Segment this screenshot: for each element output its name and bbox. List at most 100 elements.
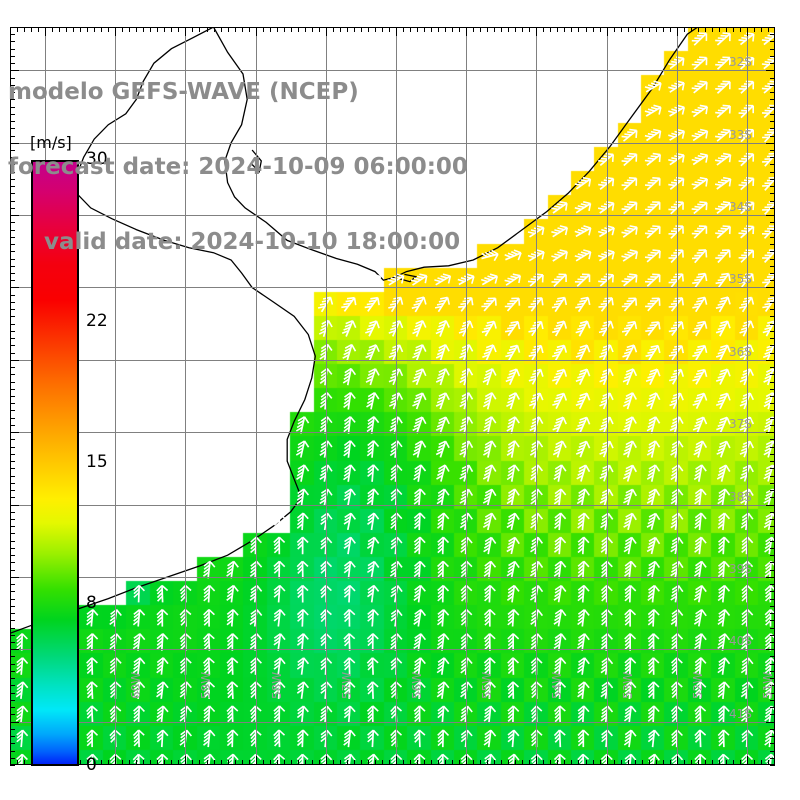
tick-minor xyxy=(10,84,15,86)
tick-minor xyxy=(199,760,201,765)
tick-minor xyxy=(367,760,369,765)
tick-minor xyxy=(536,27,538,32)
tick-minor xyxy=(564,760,566,765)
tick-minor xyxy=(80,27,82,32)
colorbar[interactable] xyxy=(31,160,79,766)
tick-minor xyxy=(10,92,15,94)
tick-minor xyxy=(648,27,650,32)
tick-minor xyxy=(770,642,775,643)
tick-minor xyxy=(10,533,15,535)
tick-minor xyxy=(10,34,15,36)
tick-minor xyxy=(129,760,131,765)
tick-minor xyxy=(10,627,15,629)
tick-minor xyxy=(164,27,166,32)
tick-minor xyxy=(753,27,755,32)
tick-minor xyxy=(403,27,405,32)
tick-minor xyxy=(10,613,15,615)
tick-minor xyxy=(332,27,334,32)
tick-minor xyxy=(770,692,775,694)
tick-minor xyxy=(641,27,643,32)
tick-minor xyxy=(73,27,75,32)
tick-minor xyxy=(171,760,173,765)
tick-minor xyxy=(770,699,775,701)
tick-minor xyxy=(417,760,419,765)
gridline-lon xyxy=(115,27,117,765)
tick-minor xyxy=(459,27,461,32)
colorbar-tick-label: 15 xyxy=(86,452,108,472)
axis-label-lon: 58W xyxy=(269,671,284,699)
gridline-lat xyxy=(10,359,775,361)
tick-minor xyxy=(10,417,15,419)
tick-minor xyxy=(45,27,47,32)
tick-minor xyxy=(770,142,775,144)
tick-minor xyxy=(732,760,734,765)
tick-minor xyxy=(732,27,734,32)
tick-minor xyxy=(10,685,15,687)
tick-minor xyxy=(739,27,741,32)
tick-minor xyxy=(136,760,138,765)
tick-minor xyxy=(10,323,15,325)
axis-label-lon: 60W xyxy=(129,671,144,699)
map-plot-area[interactable] xyxy=(10,27,775,765)
tick-minor xyxy=(571,760,573,765)
tick-minor xyxy=(10,482,15,484)
tick-minor xyxy=(599,27,601,32)
tick-minor xyxy=(150,760,152,765)
tick-minor xyxy=(770,207,775,209)
gridline-lat xyxy=(10,142,775,144)
tick-minor xyxy=(276,27,278,32)
tick-minor xyxy=(770,649,775,651)
tick-minor xyxy=(578,760,580,765)
tick-minor xyxy=(10,301,15,303)
tick-minor xyxy=(10,714,15,716)
tick-minor xyxy=(10,490,15,492)
tick-minor xyxy=(770,323,775,325)
tick-minor xyxy=(770,99,775,101)
tick-minor xyxy=(676,27,678,32)
tick-minor xyxy=(550,760,552,765)
tick-minor xyxy=(10,106,15,108)
axis-label-lat: 37S xyxy=(729,417,752,432)
tick-minor xyxy=(10,48,15,50)
axis-label-lat: 36S xyxy=(729,344,752,359)
tick-minor xyxy=(683,27,685,32)
tick-minor xyxy=(164,760,166,765)
tick-minor xyxy=(543,27,545,32)
gridline-lon xyxy=(255,27,257,765)
tick-minor xyxy=(431,760,433,765)
wind-speed-raster xyxy=(10,27,775,765)
tick-minor xyxy=(10,743,15,745)
axis-label-lon: 57W xyxy=(339,671,354,699)
tick-minor xyxy=(770,164,775,166)
tick-minor xyxy=(227,27,229,32)
tick-minor xyxy=(770,468,775,470)
tick-minor xyxy=(770,526,775,528)
tick-minor xyxy=(770,41,775,43)
tick-minor xyxy=(185,760,187,765)
colorbar-tick-label: 0 xyxy=(86,755,97,775)
tick-minor xyxy=(297,27,299,32)
tick-minor xyxy=(248,27,250,32)
tick-minor xyxy=(10,591,15,593)
tick-minor xyxy=(10,63,15,65)
tick-minor xyxy=(662,27,664,32)
tick-minor xyxy=(662,760,664,765)
tick-minor xyxy=(101,27,103,32)
tick-minor xyxy=(473,760,475,765)
tick-minor xyxy=(10,432,15,434)
tick-minor xyxy=(108,760,110,765)
tick-minor xyxy=(10,41,15,43)
tick-minor xyxy=(592,760,594,765)
tick-minor xyxy=(339,760,341,765)
tick-minor xyxy=(770,707,775,709)
tick-minor xyxy=(10,453,15,455)
tick-minor xyxy=(452,27,454,32)
tick-minor xyxy=(585,27,587,32)
tick-minor xyxy=(770,439,775,441)
axis-label-lat: 34S xyxy=(729,200,752,215)
tick-minor xyxy=(770,193,775,195)
tick-minor xyxy=(770,497,775,499)
tick-minor xyxy=(24,27,26,32)
tick-minor xyxy=(276,760,278,765)
tick-minor xyxy=(220,760,222,765)
